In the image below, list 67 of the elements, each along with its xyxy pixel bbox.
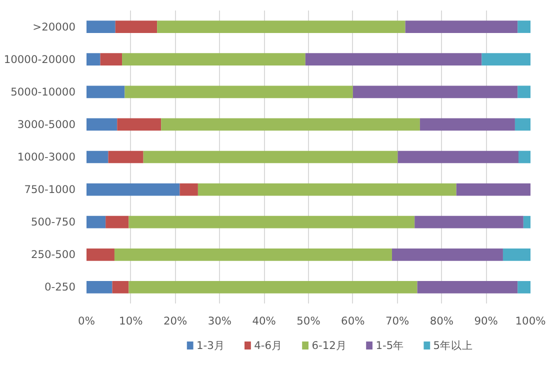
x-tick-label: 0% — [78, 314, 95, 328]
x-tick-label: 10% — [119, 314, 143, 328]
bar — [122, 53, 306, 66]
bar — [352, 86, 518, 98]
bar — [86, 281, 112, 294]
x-tick-label: 40% — [252, 314, 276, 328]
bar — [420, 118, 515, 131]
legend-label: 5年以上 — [433, 339, 474, 352]
bar — [518, 150, 530, 164]
bar — [143, 150, 398, 164]
bar — [86, 248, 114, 261]
y-tick-label: 5000-10000 — [10, 85, 76, 98]
x-tick-label: 60% — [341, 314, 365, 328]
bar — [523, 216, 530, 228]
legend-label: 1-5年 — [376, 339, 404, 352]
bar — [398, 150, 519, 164]
bar — [86, 183, 180, 196]
bar — [518, 20, 530, 33]
y-tick-label: >20000 — [32, 20, 76, 34]
legend-label: 6-12月 — [312, 339, 347, 352]
bar — [157, 20, 406, 33]
bar — [128, 281, 418, 294]
bar — [100, 53, 122, 66]
bar — [514, 118, 530, 131]
bar — [502, 248, 530, 261]
x-tick-label: 80% — [430, 314, 454, 328]
legend-label: 4-6月 — [254, 339, 283, 352]
bar — [456, 183, 530, 196]
y-tick-label: 750-1000 — [24, 183, 76, 196]
bar — [198, 183, 456, 196]
x-tick-label: 20% — [163, 314, 188, 328]
bar — [86, 150, 108, 164]
bar — [124, 86, 353, 98]
bar — [518, 86, 530, 98]
y-tick-label: 0-250 — [44, 280, 76, 294]
bar — [86, 86, 125, 98]
x-tick-label: 50% — [296, 314, 320, 328]
legend-label: 1-3月 — [196, 339, 225, 352]
bar — [482, 53, 530, 66]
bar — [180, 183, 198, 196]
y-tick-label: 500-750 — [30, 216, 76, 229]
y-tick-label: 3000-5000 — [17, 118, 76, 131]
bar — [86, 20, 116, 33]
bar — [106, 216, 129, 228]
bar — [128, 216, 415, 228]
bar — [86, 118, 118, 131]
y-tick-label: 1000-3000 — [17, 150, 76, 164]
bar — [161, 118, 420, 131]
x-tick-label: 70% — [385, 314, 410, 328]
x-tick-label: 30% — [208, 314, 232, 328]
bar — [108, 150, 144, 164]
bar — [518, 281, 530, 294]
bar — [405, 20, 518, 33]
bar — [417, 281, 518, 294]
bar — [392, 248, 503, 261]
bar — [414, 216, 524, 228]
bar — [115, 20, 158, 33]
bar — [86, 53, 100, 66]
y-tick-label: 250-500 — [30, 248, 76, 262]
y-tick-label: 10000-20000 — [4, 52, 76, 66]
x-tick-label: 100% — [515, 314, 546, 328]
bar — [114, 248, 392, 261]
bar — [86, 216, 106, 228]
bar — [112, 281, 129, 294]
bar — [117, 118, 162, 131]
bar — [305, 53, 482, 66]
x-tick-label: 90% — [474, 314, 498, 328]
